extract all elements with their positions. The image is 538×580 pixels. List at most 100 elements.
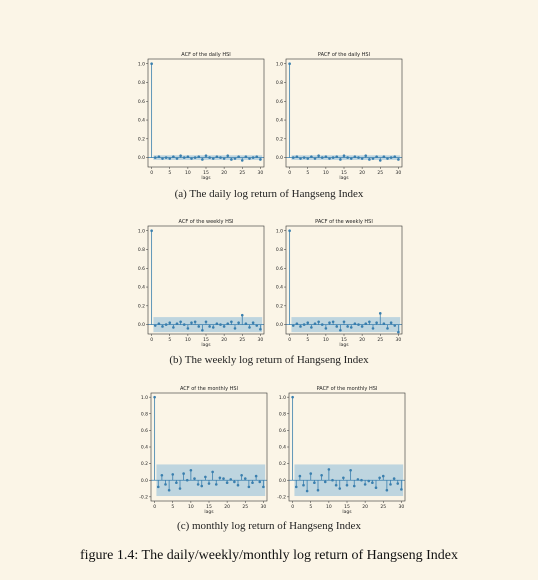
data-point <box>382 322 386 325</box>
data-point <box>342 320 346 324</box>
data-point <box>302 323 306 326</box>
data-point <box>214 483 218 486</box>
y-tick-label: 0.8 <box>276 80 283 86</box>
data-point <box>248 326 251 329</box>
data-point <box>316 488 320 492</box>
x-axis-label: lags <box>339 175 349 181</box>
data-point <box>190 157 193 160</box>
data-point <box>378 312 382 315</box>
x-tick-label: 30 <box>396 170 402 176</box>
chart-acf-monthly: ACF of the monthly HSI -0.2 0.0 0.2 0.4 0.6 0.… <box>131 379 273 519</box>
data-point <box>150 62 153 65</box>
x-tick-label: 0 <box>150 337 153 343</box>
y-tick-label: 0.2 <box>276 136 283 142</box>
data-point <box>352 484 356 488</box>
y-tick-label: 0.4 <box>279 445 286 451</box>
caption-weekly: (b) The weekly log return of Hangseng In… <box>169 354 369 366</box>
data-point <box>375 155 378 158</box>
x-axis-label: lags <box>342 509 352 515</box>
data-point <box>254 474 258 478</box>
y-tick-label: 1.0 <box>141 395 148 401</box>
chart-svg: ACF of the monthly HSI -0.2 0.0 0.2 0.4 0.6 0.… <box>139 386 268 515</box>
data-point <box>396 482 400 485</box>
y-tick-label: 0.4 <box>276 118 283 124</box>
data-point <box>204 154 208 158</box>
data-point <box>201 158 204 161</box>
data-point <box>219 156 222 159</box>
data-point <box>310 155 313 158</box>
y-tick-label: 0.0 <box>276 322 283 328</box>
data-point <box>150 229 153 232</box>
y-tick-label: 1.0 <box>276 61 283 67</box>
data-point <box>378 159 382 162</box>
x-tick-label: 10 <box>323 337 329 343</box>
x-tick-label: 0 <box>153 504 156 510</box>
y-tick-label: 0.4 <box>141 445 148 451</box>
x-tick-label: 25 <box>377 170 383 176</box>
data-point <box>386 327 389 330</box>
data-point <box>182 472 185 475</box>
data-point <box>313 322 317 325</box>
y-tick-label: -0.2 <box>277 494 286 500</box>
data-point <box>193 156 197 159</box>
x-tick-label: 30 <box>258 170 264 176</box>
data-point <box>371 157 375 160</box>
x-tick-label: 15 <box>341 337 347 343</box>
x-tick-label: 25 <box>377 337 383 343</box>
x-axis-label: lags <box>204 509 214 515</box>
data-point <box>193 477 196 480</box>
data-point <box>360 157 364 160</box>
x-tick-label: 5 <box>168 170 171 176</box>
data-point <box>190 321 193 325</box>
x-tick-label: 20 <box>224 504 230 510</box>
x-tick-label: 10 <box>188 504 194 510</box>
y-tick-label: 1.0 <box>138 228 145 234</box>
x-tick-label: 0 <box>288 170 291 176</box>
data-point <box>186 155 190 158</box>
data-point <box>327 468 331 471</box>
data-point <box>323 480 327 484</box>
chart-title: ACF of the daily HSI <box>181 52 230 58</box>
data-point <box>294 485 298 489</box>
data-point <box>161 157 164 160</box>
y-tick-label: 0.6 <box>138 266 145 272</box>
data-point <box>240 159 244 162</box>
data-point <box>153 156 157 159</box>
data-point <box>244 322 248 325</box>
data-point <box>339 158 342 161</box>
data-point <box>248 157 251 160</box>
chart-acf-weekly: ACF of the weekly HSI 0.0 0.2 0.4 0.6 0.8 1.0 0… <box>128 212 270 352</box>
x-tick-label: 15 <box>203 337 209 343</box>
data-point <box>156 485 160 489</box>
data-point <box>172 155 175 158</box>
data-point <box>328 321 331 325</box>
data-point <box>197 325 201 328</box>
data-point <box>168 321 172 325</box>
chart-pacf-daily: PACF of the daily HSI 0.0 0.2 0.4 0.6 0.8 1.0 0… <box>266 45 408 185</box>
data-point <box>310 326 313 329</box>
x-axis-label: lags <box>339 342 349 348</box>
data-point <box>302 483 305 487</box>
x-tick-label: 20 <box>359 337 365 343</box>
data-point <box>389 156 393 159</box>
data-point <box>356 478 360 481</box>
x-tick-label: 15 <box>206 504 212 510</box>
data-point <box>218 476 222 480</box>
data-point <box>226 322 230 325</box>
data-point <box>386 157 389 160</box>
data-point <box>211 157 215 160</box>
data-point <box>208 325 211 328</box>
y-tick-label: 0.8 <box>141 411 148 417</box>
data-point <box>204 475 207 479</box>
data-point <box>251 156 255 159</box>
data-point <box>299 157 302 160</box>
chart-svg: PACF of the monthly HSI -0.2 0.0 0.2 0.4 0.6 0… <box>277 386 406 515</box>
x-tick-label: 15 <box>344 504 350 510</box>
data-point <box>153 324 157 327</box>
data-point <box>222 477 225 480</box>
data-point <box>335 155 339 158</box>
data-point <box>201 328 204 332</box>
data-point <box>233 327 237 330</box>
data-point <box>193 320 197 324</box>
data-point <box>200 484 204 488</box>
